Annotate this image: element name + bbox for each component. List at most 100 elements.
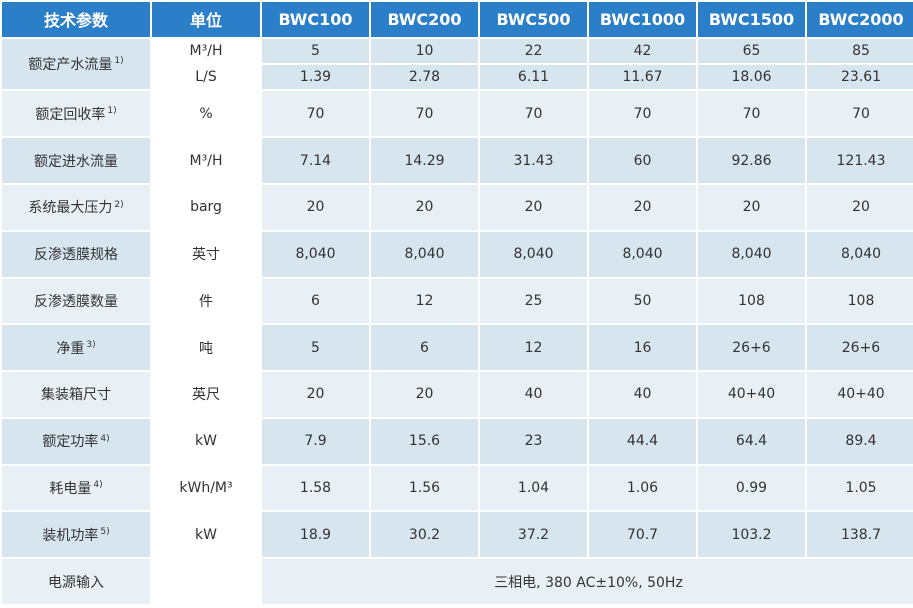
cell-value: 85 [807, 38, 913, 64]
footnote-mark: 4) [93, 480, 103, 491]
cell-value: 20 [807, 184, 913, 230]
cell-value: 1.05 [807, 465, 913, 511]
table-row: 净重 3) 吨 5 6 12 16 26+6 26+6 [2, 325, 913, 371]
cell-value: 18.06 [698, 65, 805, 90]
cell-value: 20 [371, 372, 478, 417]
row-unit: % [199, 105, 213, 122]
cell-value: 40+40 [698, 372, 805, 417]
cell-value: 70 [698, 91, 805, 137]
cell-value: 30.2 [371, 512, 478, 558]
footnote-mark: 2) [114, 199, 124, 210]
cell-value: 6 [371, 325, 478, 371]
cell-value: 92.86 [698, 138, 805, 183]
footnote-mark: 3) [86, 339, 96, 350]
cell-value: 20 [262, 372, 369, 417]
cell-value: 37.2 [480, 512, 587, 558]
cell-value: 40 [589, 372, 696, 417]
cell-value: 23.61 [807, 65, 913, 90]
cell-value: 138.7 [807, 512, 913, 558]
row-label: 集装箱尺寸 [2, 372, 150, 417]
row-unit: L/S [195, 69, 217, 86]
table-row: 额定产水流量 1) M³/H 5 10 22 42 65 85 [2, 38, 913, 90]
cell-value: 70 [480, 91, 587, 137]
header-model: BWC200 [371, 2, 478, 37]
row-unit: kWh/M³ [179, 479, 233, 496]
cell-value: 20 [262, 184, 369, 230]
cell-value: 2.78 [371, 65, 478, 90]
cell-value: 70 [589, 91, 696, 137]
table-row: L/S 1.39 2.78 6.11 11.67 18.06 23.61 [2, 65, 913, 90]
header-model: BWC1500 [698, 2, 805, 37]
row-unit: kW [195, 526, 217, 543]
cell-value: 7.9 [262, 418, 369, 464]
table-row: 电源输入 三相电, 380 AC±10%, 50Hz [2, 559, 913, 604]
cell-value: 44.4 [589, 418, 696, 464]
row-label: 额定回收率 1) [2, 91, 150, 137]
cell-value: 70.7 [589, 512, 696, 558]
cell-value: 40+40 [807, 372, 913, 417]
cell-value: 8,040 [262, 231, 369, 277]
cell-value: 26+6 [698, 325, 805, 371]
row-label: 反渗透膜规格 [2, 231, 150, 277]
row-label: 额定产水流量 1) [2, 38, 150, 90]
cell-value: 108 [698, 278, 805, 324]
row-unit: 英尺 [192, 387, 220, 404]
cell-value: 25 [480, 278, 587, 324]
cell-value: 22 [480, 38, 587, 64]
row-unit [152, 559, 260, 604]
cell-value: 1.04 [480, 465, 587, 511]
cell-value: 8,040 [807, 231, 913, 277]
cell-value: 40 [480, 372, 587, 417]
footnote-mark: 4) [100, 433, 110, 444]
cell-value: 70 [262, 91, 369, 137]
cell-value: 8,040 [371, 231, 478, 277]
cell-value: 42 [589, 38, 696, 64]
header-row: 技术参数 单位 BWC100 BWC200 BWC500 BWC1000 BWC… [2, 2, 913, 37]
cell-value: 8,040 [698, 231, 805, 277]
cell-value: 14.29 [371, 138, 478, 183]
cell-value: 6.11 [480, 65, 587, 90]
cell-value: 11.67 [589, 65, 696, 90]
cell-value: 70 [371, 91, 478, 137]
cell-value: 89.4 [807, 418, 913, 464]
table-row: 额定进水流量 M³/H 7.14 14.29 31.43 60 92.86 12… [2, 138, 913, 183]
header-model: BWC2000 [807, 2, 913, 37]
row-label: 反渗透膜数量 [2, 278, 150, 324]
cell-value: 1.58 [262, 465, 369, 511]
cell-value: 20 [371, 184, 478, 230]
cell-value: 1.06 [589, 465, 696, 511]
cell-value: 8,040 [480, 231, 587, 277]
cell-value: 12 [371, 278, 478, 324]
cell-value: 23 [480, 418, 587, 464]
header-model: BWC500 [480, 2, 587, 37]
table-row: 额定功率 4) kW 7.9 15.6 23 44.4 64.4 89.4 [2, 418, 913, 464]
cell-value: 8,040 [589, 231, 696, 277]
table-row: 集装箱尺寸 英尺 20 20 40 40 40+40 40+40 [2, 372, 913, 417]
cell-value: 15.6 [371, 418, 478, 464]
power-supply-value: 三相电, 380 AC±10%, 50Hz [262, 559, 913, 604]
row-unit: M³/H [189, 152, 223, 169]
row-label: 装机功率 5) [2, 512, 150, 558]
row-label: 电源输入 [2, 559, 150, 604]
cell-value: 1.39 [262, 65, 369, 90]
header-model: BWC1000 [589, 2, 696, 37]
cell-value: 20 [589, 184, 696, 230]
cell-value: 50 [589, 278, 696, 324]
cell-value: 70 [807, 91, 913, 137]
footnote-mark: 1) [107, 106, 117, 117]
cell-value: 6 [262, 278, 369, 324]
cell-value: 60 [589, 138, 696, 183]
cell-value: 7.14 [262, 138, 369, 183]
header-model: BWC100 [262, 2, 369, 37]
cell-value: 65 [698, 38, 805, 64]
row-unit: barg [190, 199, 222, 216]
row-unit: 英寸 [192, 247, 220, 264]
row-label: 额定功率 4) [2, 418, 150, 464]
row-unit: M³/H [189, 42, 223, 59]
row-label: 耗电量 4) [2, 465, 150, 511]
header-param: 技术参数 [2, 2, 150, 37]
table-row: 耗电量 4) kWh/M³ 1.58 1.56 1.04 1.06 0.99 1.… [2, 465, 913, 511]
cell-value: 103.2 [698, 512, 805, 558]
cell-value: 108 [807, 278, 913, 324]
